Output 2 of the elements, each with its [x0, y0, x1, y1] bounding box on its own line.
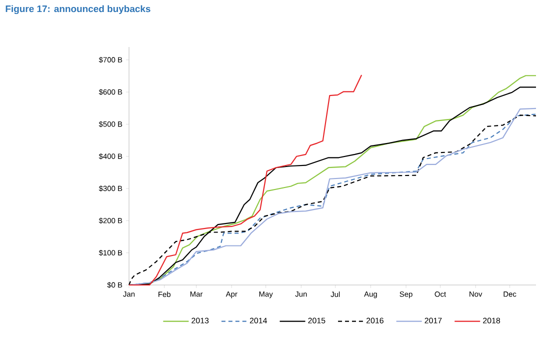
line-series [128, 74, 362, 286]
chart-title: Figure 17: announced buybacks [6, 5, 150, 14]
